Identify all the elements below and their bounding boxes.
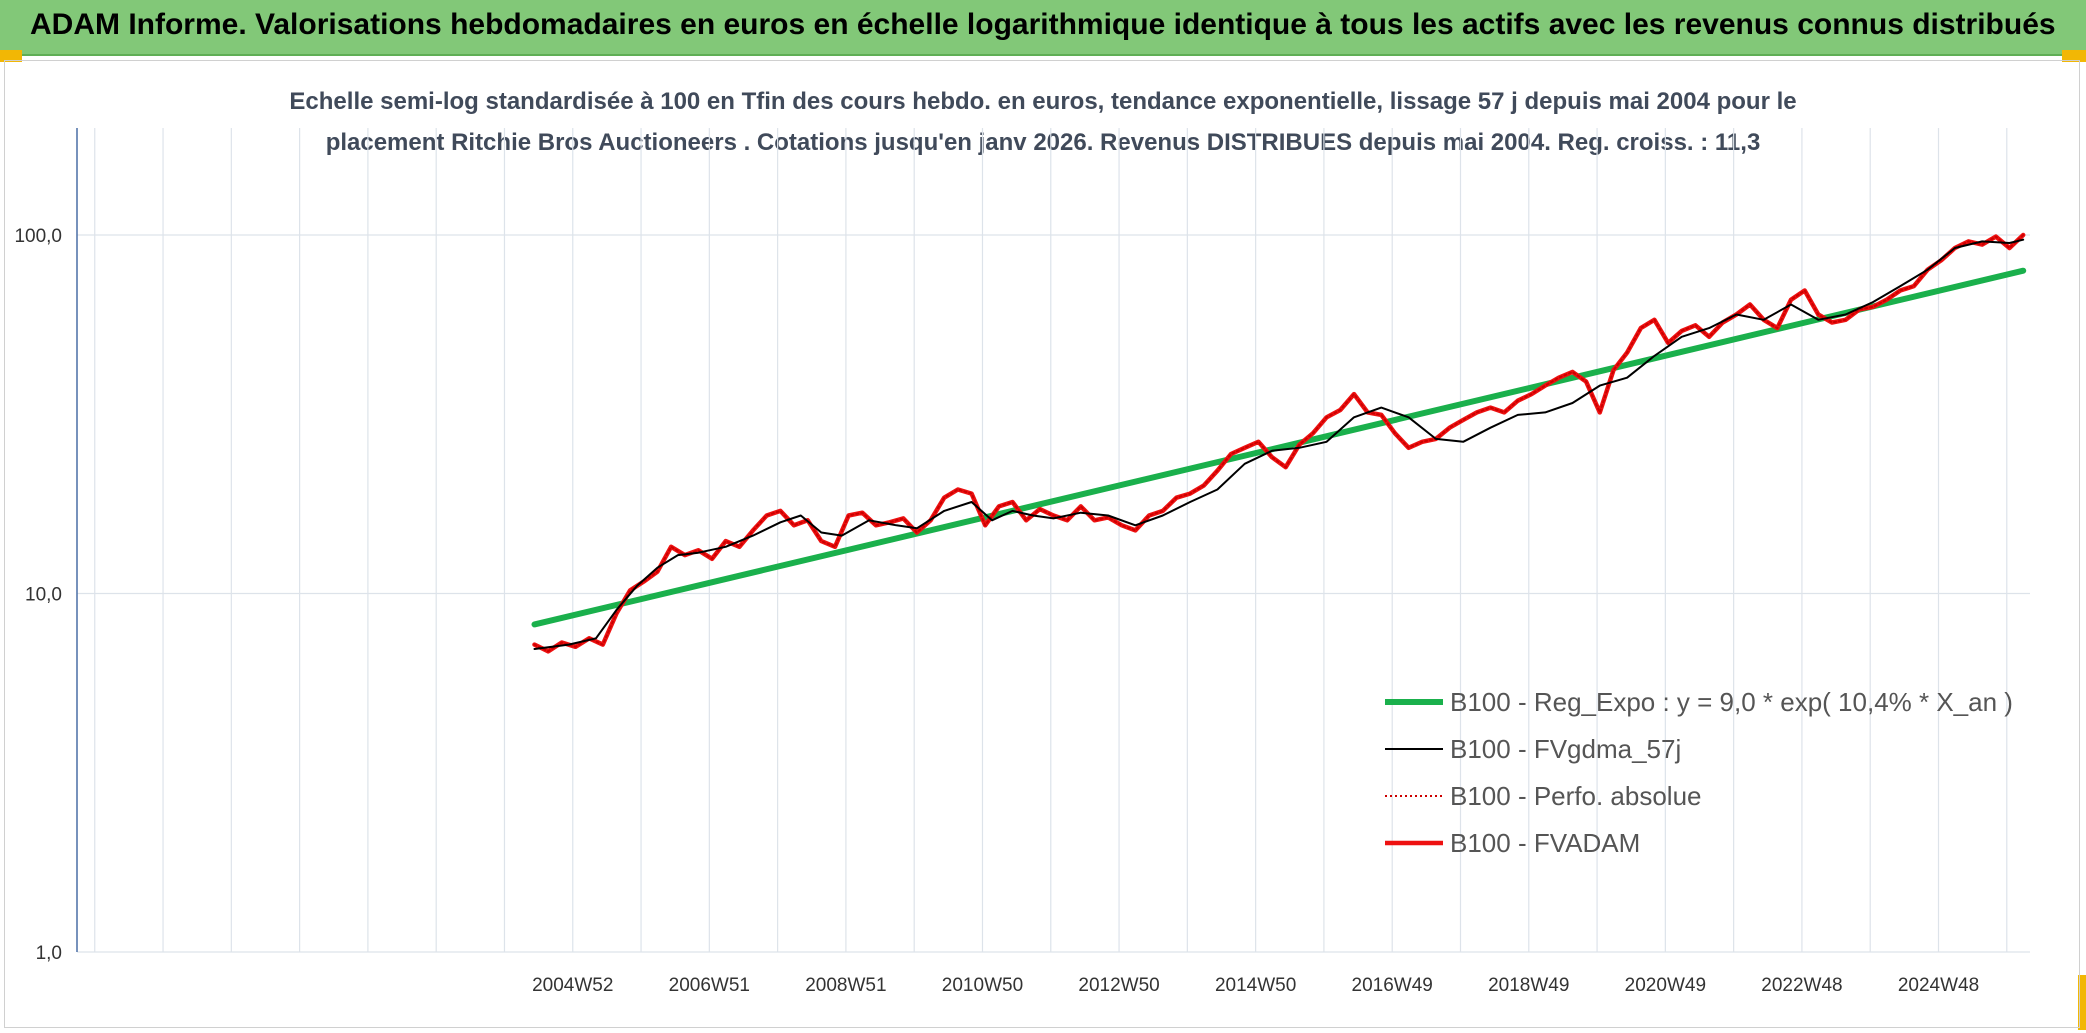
x-tick-label: 2008W51 [805, 975, 886, 996]
x-tick-label: 2012W50 [1078, 975, 1159, 996]
corner-marker-top-right [2062, 50, 2086, 62]
y-tick-label: 1,0 [36, 943, 62, 964]
x-tick-label: 2020W49 [1625, 975, 1706, 996]
chart-legend: B100 - Reg_Expo : y = 9,0 * exp( 10,4% *… [1385, 687, 2013, 858]
x-tick-label: 2018W49 [1488, 975, 1569, 996]
series-line-4 [532, 232, 2026, 654]
chart-title-line-2: placement Ritchie Bros Auctioneers . Cot… [325, 129, 1761, 156]
x-tick-label: 2016W49 [1352, 975, 1433, 996]
legend-label-1: B100 - Reg_Expo : y = 9,0 * exp( 10,4% *… [1450, 687, 2013, 717]
y-tick-label: 10,0 [25, 585, 62, 606]
x-axis-ticks: 2004W52 2006W51 2008W51 2010W50 2012W50 2014W… [532, 975, 1979, 996]
x-tick-label: 2024W48 [1898, 975, 1979, 996]
header-banner: ADAM Informe. Valorisations hebdomadaire… [0, 0, 2086, 56]
y-tick-label: 100,0 [14, 226, 62, 247]
series-line-1 [531, 267, 2027, 628]
series-line-3 [533, 234, 2025, 653]
legend-label-2: B100 - FVgdma_57j [1450, 734, 1681, 764]
legend-label-3: B100 - Perfo. absolue [1450, 781, 1702, 811]
series-line-2 [533, 238, 2025, 650]
x-tick-label: 2004W52 [532, 975, 613, 996]
series-layer [531, 232, 2027, 654]
corner-marker-top-left [0, 50, 22, 62]
chart-title-line-1: Echelle semi-log standardisée à 100 en T… [289, 88, 1797, 115]
x-tick-label: 2014W50 [1215, 975, 1296, 996]
legend-label-4: B100 - FVADAM [1450, 828, 1640, 858]
corner-marker-bottom-right [2078, 975, 2086, 1030]
chart-frame [4, 60, 2080, 1028]
y-axis-ticks: 1,0 10,0 100,0 [14, 226, 62, 964]
vertical-gridlines [94, 128, 2008, 952]
x-tick-label: 2010W50 [942, 975, 1023, 996]
x-tick-label: 2006W51 [669, 975, 750, 996]
x-tick-label: 2022W48 [1761, 975, 1842, 996]
horizontal-gridlines [77, 234, 2030, 953]
page-title: ADAM Informe. Valorisations hebdomadaire… [30, 8, 2056, 41]
